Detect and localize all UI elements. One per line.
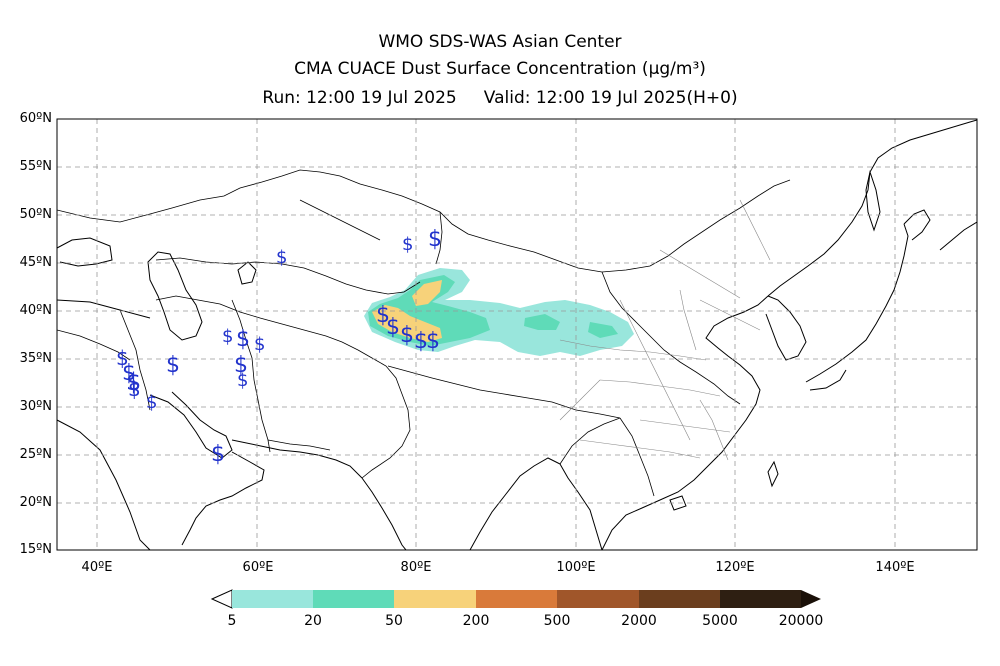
station-symbol: $	[236, 327, 250, 352]
valid-time: Valid: 12:00 19 Jul 2025(H+0)	[483, 88, 738, 108]
colorbar-label-5000: 5000	[702, 613, 738, 629]
colorbar-bin-4	[476, 590, 557, 608]
lat-label-35: 35ºN	[19, 351, 52, 366]
colorbar-under-arrow	[210, 589, 233, 609]
lat-label-20: 20ºN	[19, 495, 52, 510]
lon-label-60: 60ºE	[242, 560, 274, 575]
lat-label-40: 40ºN	[19, 303, 52, 318]
title-line-1: WMO SDS-WAS Asian Center	[378, 32, 622, 52]
station-symbol: $	[211, 442, 225, 467]
colorbar-bin-7	[720, 590, 801, 608]
map-frame	[56, 118, 978, 551]
station-symbol: $	[128, 377, 141, 401]
station-symbol: $	[116, 346, 129, 370]
station-symbol: $	[166, 353, 180, 378]
station-symbol: $	[126, 368, 141, 396]
colorbar	[210, 589, 821, 609]
lat-label-55: 55ºN	[19, 159, 52, 174]
lat-label-30: 30ºN	[19, 399, 52, 414]
station-symbol: $	[376, 303, 390, 328]
colorbar-bin-5	[557, 590, 639, 608]
colorbar-label-2000: 2000	[621, 613, 657, 629]
lat-label-50: 50ºN	[19, 207, 52, 222]
station-symbol: $	[386, 315, 400, 340]
dust-concentration-layer	[364, 268, 634, 356]
run-time: Run: 12:00 19 Jul 2025	[262, 88, 457, 108]
station-symbol: $	[402, 234, 413, 255]
station-symbols: $ $ $ $ $ $ $ $ $ $ $ $ $ $ $ $ $ $ $ $	[116, 227, 442, 467]
colorbar-label-20000: 20000	[778, 613, 824, 629]
colorbar-label-200: 200	[462, 613, 490, 629]
station-symbol: $	[254, 334, 265, 355]
station-symbol: $	[428, 227, 442, 252]
dust-band-50	[372, 280, 442, 342]
station-symbol: $	[237, 370, 248, 391]
lat-label-15: 15ºN	[19, 542, 52, 557]
lat-label-60: 60ºN	[19, 111, 52, 126]
station-symbol: $	[414, 329, 428, 354]
country-borders	[57, 169, 791, 497]
title-line-2: CMA CUACE Dust Surface Concentration (μg…	[294, 59, 706, 79]
lon-label-120: 120ºE	[715, 560, 755, 575]
colorbar-bin-2	[313, 590, 394, 608]
colorbar-label-500: 500	[543, 613, 571, 629]
colorbar-label-50: 50	[385, 613, 403, 629]
colorbar-bin-1	[232, 590, 313, 608]
map-grid	[57, 119, 977, 550]
station-symbol: $	[276, 247, 287, 268]
lon-label-80: 80ºE	[400, 560, 432, 575]
station-symbol: $	[122, 361, 136, 386]
colorbar-bin-3	[394, 590, 476, 608]
title-line-3: Run: 12:00 19 Jul 2025 Valid: 12:00 19 J…	[0, 88, 1000, 108]
station-symbol: $	[426, 329, 440, 354]
station-symbol: $	[400, 323, 414, 348]
lat-label-25: 25ºN	[19, 447, 52, 462]
colorbar-bin-6	[639, 590, 720, 608]
station-symbol: $	[234, 353, 248, 378]
colorbar-label-20: 20	[304, 613, 322, 629]
colorbar-label-5: 5	[227, 613, 237, 629]
station-symbol: $	[222, 326, 233, 347]
province-borders	[559, 199, 771, 461]
lon-label-40: 40ºE	[81, 560, 113, 575]
lon-label-100: 100ºE	[556, 560, 596, 575]
lon-label-140: 140ºE	[875, 560, 915, 575]
lat-label-45: 45ºN	[19, 255, 52, 270]
station-symbol: $	[146, 392, 157, 413]
colorbar-over-arrow	[801, 590, 821, 608]
